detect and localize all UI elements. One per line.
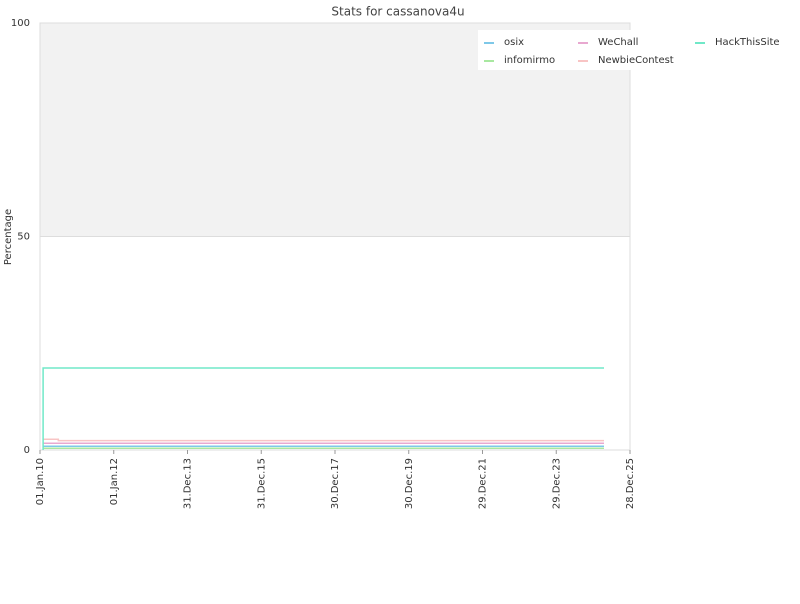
x-tick-label: 30.Dec.17 <box>330 458 341 509</box>
line <box>42 367 604 450</box>
x-tick-label: 31.Dec.15 <box>256 458 267 509</box>
x-tick-label: 01.Jan.10 <box>35 458 46 505</box>
x-tick-label: 31.Dec.13 <box>183 458 194 509</box>
legend-box <box>478 30 678 70</box>
legend-label: NewbieContest <box>598 55 674 66</box>
y-tick-label: 100 <box>11 18 30 29</box>
x-tick-label: 01.Jan.12 <box>109 458 120 505</box>
x-tick-label: 29.Dec.21 <box>478 458 489 509</box>
x-tick-label: 28.Dec.25 <box>625 458 636 509</box>
line <box>43 438 604 442</box>
legend-label: osix <box>504 37 524 48</box>
legend-label: WeChall <box>598 37 638 48</box>
y-tick-label: 50 <box>17 232 30 243</box>
y-tick-label: 0 <box>24 445 30 456</box>
x-tick-label: 30.Dec.19 <box>404 458 415 509</box>
chart-title: Stats for cassanova4u <box>331 5 464 19</box>
legend-label: HackThisSite <box>715 37 780 48</box>
x-tick-label: 29.Dec.23 <box>551 458 562 509</box>
legend-label: infomirmo <box>504 55 555 66</box>
y-axis-label: Percentage <box>3 209 14 265</box>
